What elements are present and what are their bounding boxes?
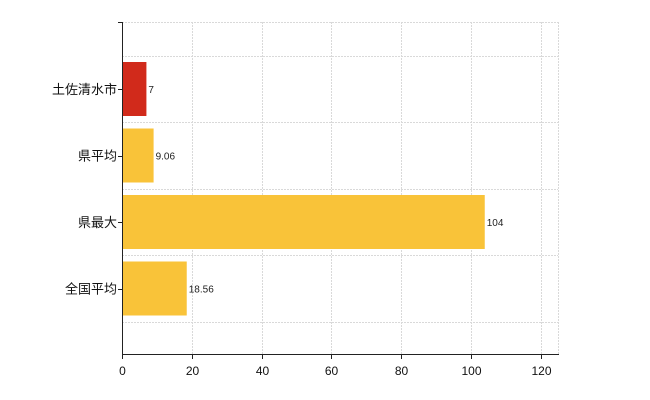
tick-label-x: 80 [395,364,409,378]
tick-label-x: 0 [119,364,126,378]
grid [122,22,559,354]
bar [122,195,485,249]
category-label: 県最大 [78,216,117,231]
labels: 7 土佐清水市 9.06 県平均 104 県最大 18.56 全国平均 0 20 40 60 80 100… [52,82,552,378]
category-label: 土佐清水市 [52,82,117,98]
data-label: 7 [148,85,154,96]
bar [122,62,147,116]
bar [122,128,154,183]
data-label: 104 [487,218,504,229]
bar [122,261,187,316]
tick-label-x: 40 [256,364,270,378]
tick-label-x: 60 [325,364,339,378]
tick-label-x: 120 [531,364,551,378]
category-label: 全国平均 [65,282,117,298]
bars [122,62,485,316]
category-label: 県平均 [78,150,117,165]
tick-label-x: 20 [186,364,200,378]
data-label: 9.06 [156,152,176,163]
tick-label-x: 100 [461,364,481,378]
data-label: 18.56 [189,285,214,296]
axes [118,22,559,359]
